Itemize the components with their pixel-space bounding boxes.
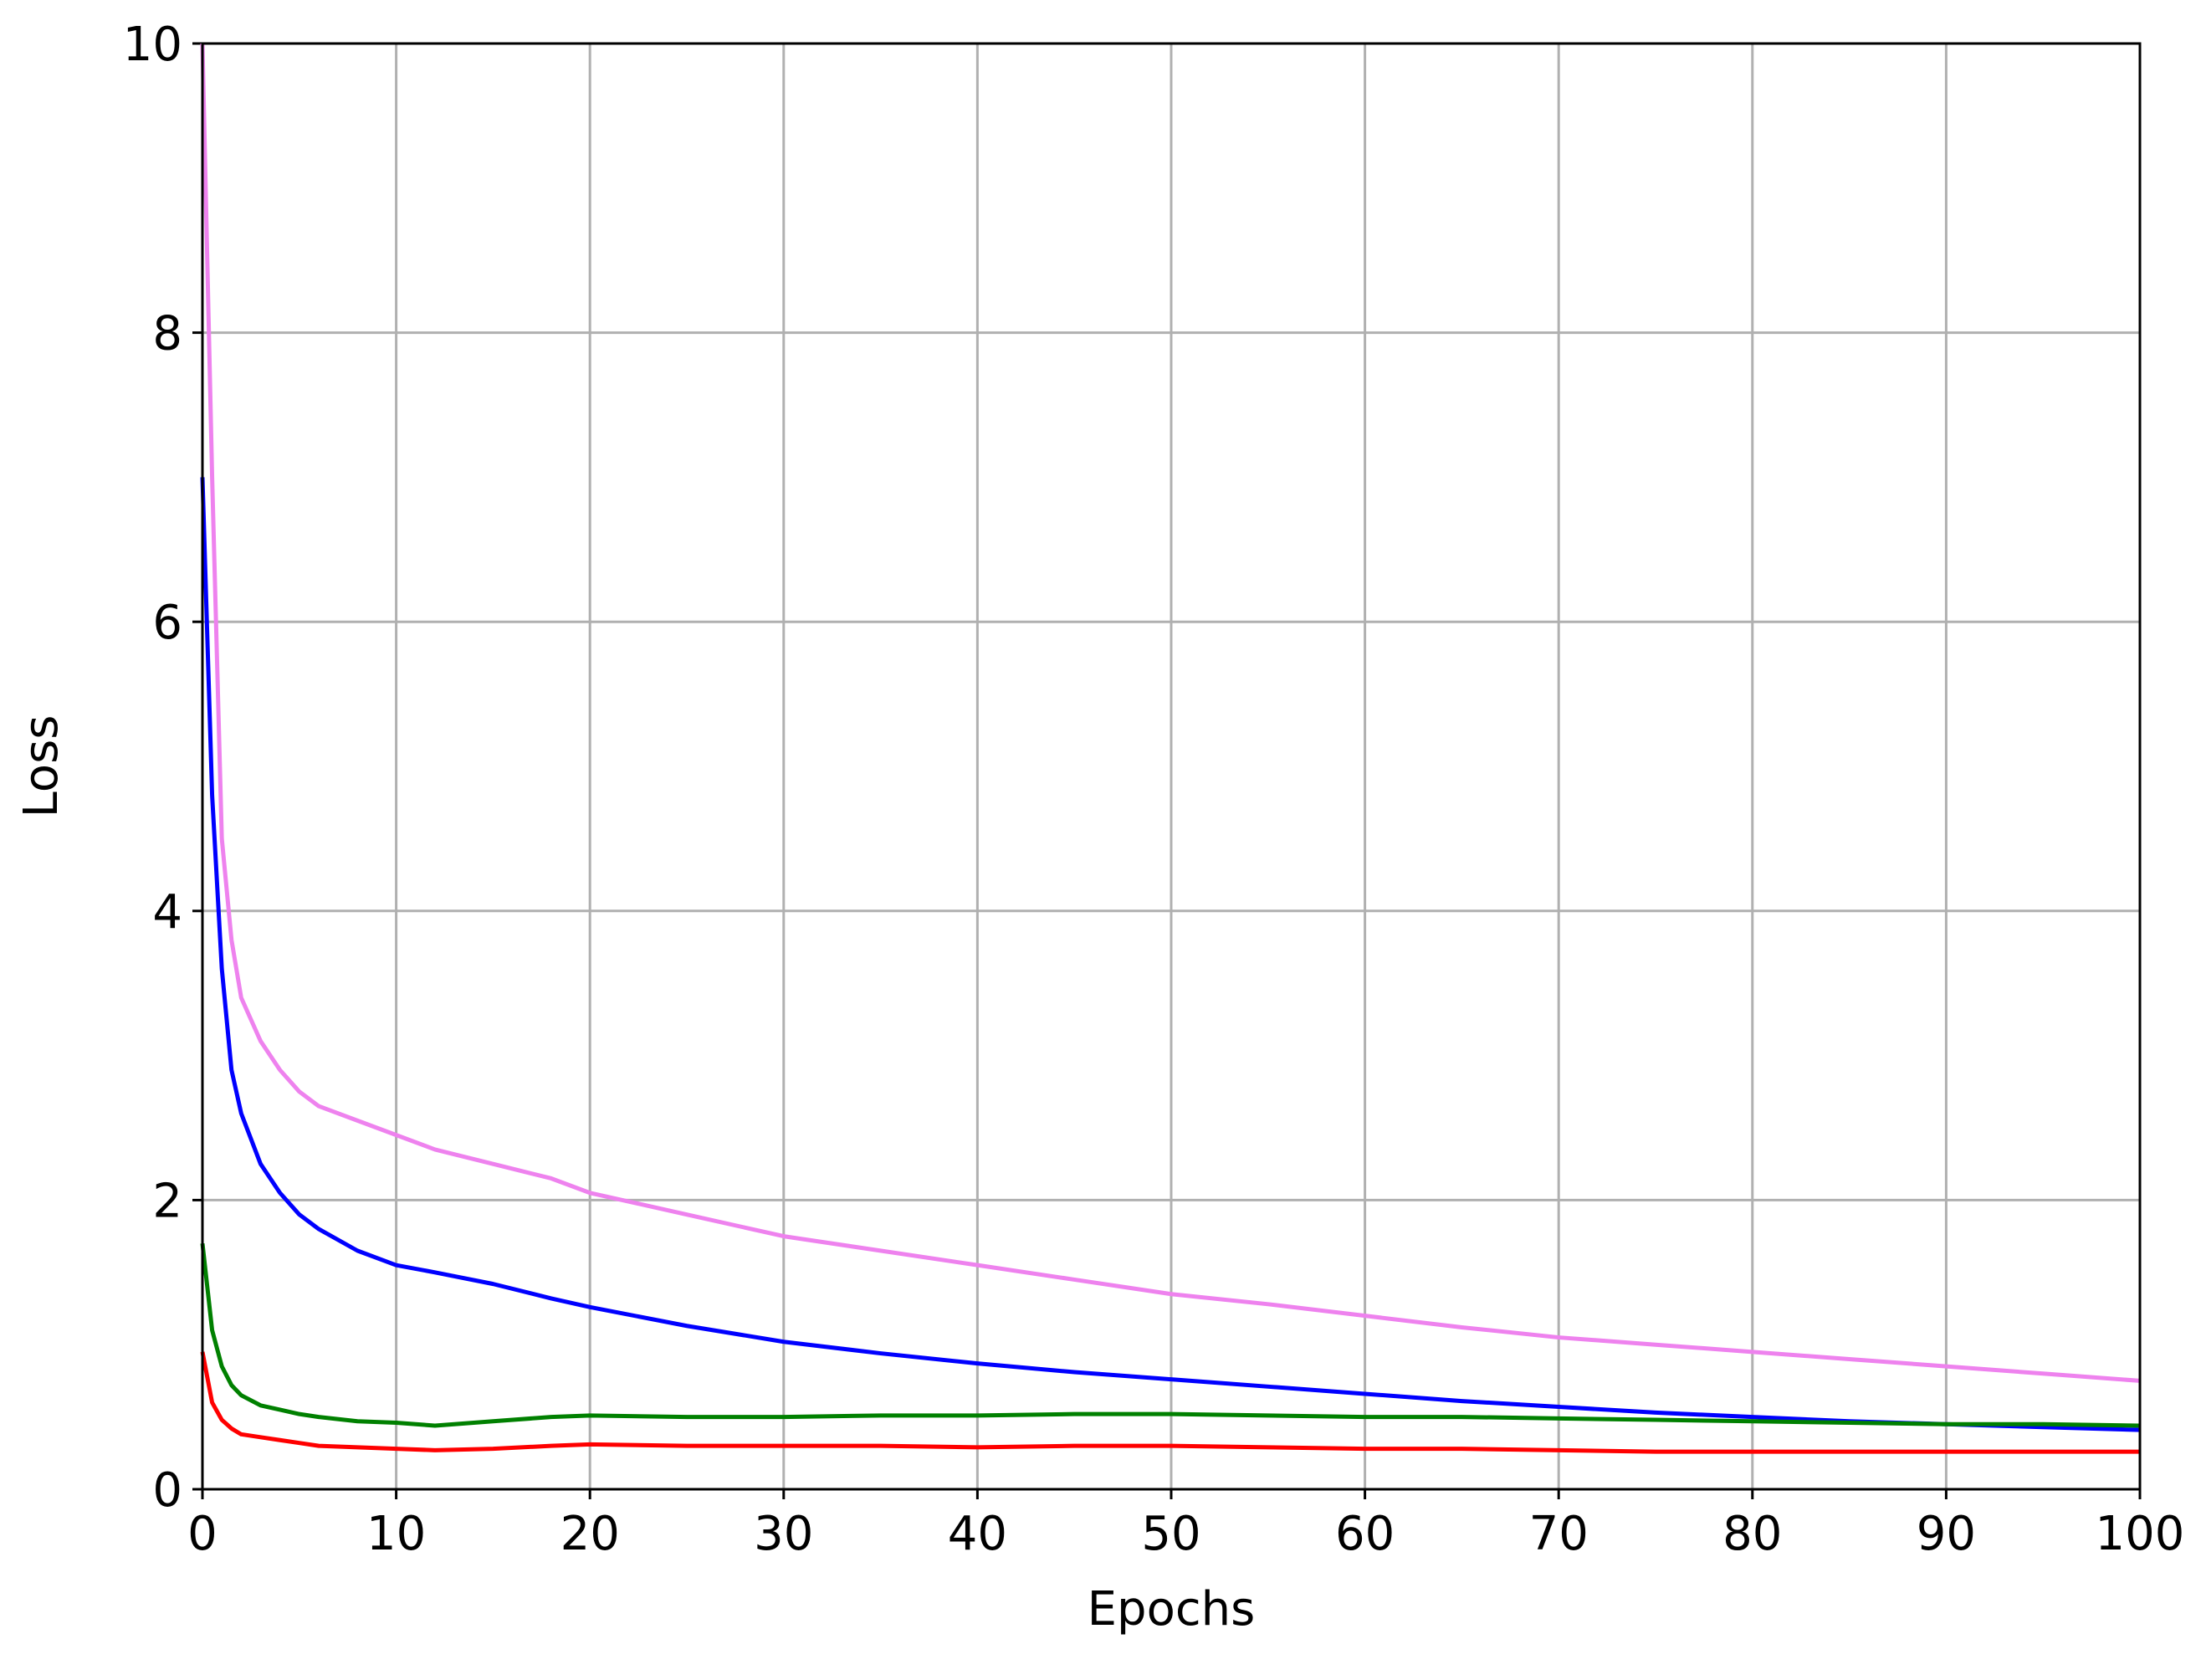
y-tick-label: 8 [152,307,182,361]
x-tick-label: 60 [1335,1507,1395,1561]
y-tick-label: 10 [123,18,182,72]
series-line [200,477,2141,1432]
series-line [200,1242,2141,1428]
x-tick-label: 40 [948,1507,1007,1561]
x-axis-label: Epochs [1088,1582,1256,1636]
y-tick-label: 0 [152,1463,182,1518]
x-tick-label: 10 [366,1507,426,1561]
series-line [200,1351,2140,1454]
x-tick-label: 80 [1722,1507,1782,1561]
y-tick-label: 6 [152,596,182,650]
series-line [200,43,2141,1383]
y-axis-label: Loss [14,715,69,818]
x-tick-label: 30 [754,1507,813,1561]
y-tick-label: 2 [152,1174,182,1228]
x-tick-label: 90 [1917,1507,1976,1561]
x-tick-label: 20 [560,1507,620,1561]
x-tick-label: 0 [187,1507,218,1561]
x-tick-label: 70 [1529,1507,1589,1561]
y-tick-label: 4 [152,885,182,940]
plot-frame [201,42,2142,1491]
x-tick-label: 50 [1141,1507,1200,1561]
x-tick-label: 100 [2096,1507,2185,1561]
